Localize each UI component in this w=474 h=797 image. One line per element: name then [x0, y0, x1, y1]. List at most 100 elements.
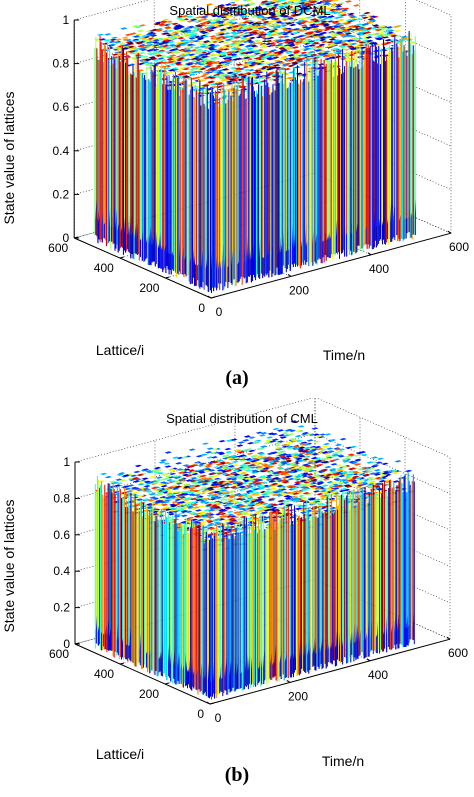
surface-cell: [290, 420, 298, 423]
surface-cell: [226, 476, 234, 479]
surface-cell: [212, 485, 220, 489]
surface-strip: [255, 96, 257, 281]
surface-cell: [276, 494, 284, 497]
surface-cell: [206, 46, 214, 50]
surface-cell: [219, 53, 227, 56]
surface-cell: [259, 490, 267, 494]
surface-cell: [129, 32, 137, 35]
surface-cell: [180, 30, 188, 33]
surface-cell: [338, 29, 346, 32]
surface-cell: [233, 473, 241, 476]
surface-cell: [169, 480, 178, 483]
surface-cell: [321, 59, 329, 63]
surface-cell: [281, 432, 289, 435]
surface-cell: [133, 52, 141, 55]
surface-strip: [112, 63, 114, 245]
surface-cell: [146, 41, 154, 44]
surface-cell: [315, 45, 323, 48]
surface-cell: [155, 51, 163, 54]
surface-cell: [283, 28, 291, 32]
surface-cell: [204, 55, 212, 59]
surface-cell: [167, 70, 175, 74]
surface-cell: [98, 38, 107, 41]
surface-strip: [199, 521, 201, 693]
surface-cell: [158, 65, 166, 68]
surface-cell: [207, 49, 215, 53]
surface-strip: [346, 627, 348, 664]
surface-strip: [371, 487, 373, 651]
surface-cell: [289, 18, 297, 21]
surface-strip: [400, 474, 402, 645]
surface-cell: [344, 55, 352, 58]
surface-strip: [180, 526, 182, 684]
surface-cell: [243, 501, 251, 505]
surface-cell: [203, 508, 211, 512]
surface-strip: [206, 265, 208, 287]
surface-cell: [198, 511, 206, 514]
surface-strip: [374, 487, 376, 652]
surface-cell: [249, 466, 257, 469]
surface-cell: [293, 0, 301, 2]
surface-cell: [306, 56, 314, 59]
surface-cell: [176, 58, 184, 62]
surface-cell: [201, 63, 210, 66]
surface-cell: [228, 480, 236, 484]
surface-cell: [146, 504, 155, 507]
surface-cell: [200, 477, 208, 480]
surface-cell: [217, 61, 225, 65]
surface-strip: [251, 526, 252, 685]
surface-cell: [226, 71, 234, 75]
surface-strip: [364, 635, 366, 658]
surface-cell: [328, 459, 336, 463]
surface-cell: [273, 17, 281, 21]
surface-cell: [262, 62, 271, 65]
surface-cell: [271, 482, 279, 486]
surface-cell: [178, 496, 187, 499]
surface-cell: [285, 441, 294, 444]
surface-cell: [353, 463, 361, 466]
surface-cell: [262, 50, 270, 54]
surface-cell: [138, 47, 146, 50]
surface-strip: [266, 528, 268, 685]
surface-cell: [300, 475, 308, 478]
surface-strip: [399, 215, 401, 242]
surface-strip: [406, 613, 408, 646]
surface-cell: [167, 60, 175, 64]
surface-strip: [357, 631, 359, 660]
surface-cell: [174, 24, 182, 27]
surface-strip: [412, 45, 414, 235]
surface-cell: [245, 512, 254, 516]
surface-strip: [363, 55, 365, 247]
surface-strip: [341, 494, 343, 662]
surface-cell: [297, 448, 305, 451]
surface-cell: [224, 59, 232, 62]
surface-cell: [233, 456, 241, 460]
surface-strip: [174, 519, 176, 684]
surface-cell: [267, 432, 275, 435]
surface-cell: [220, 509, 228, 512]
surface-cell: [291, 474, 299, 477]
surface-cell: [216, 21, 224, 24]
surface-cell: [267, 505, 275, 508]
surface-strip: [243, 516, 245, 690]
surface-cell: [188, 73, 196, 76]
surface-strip: [125, 506, 127, 660]
surface-cell: [217, 72, 225, 75]
surface-cell: [134, 54, 142, 57]
surface-strip: [178, 76, 180, 275]
surface-strip: [232, 533, 234, 688]
surface-strip: [197, 86, 199, 281]
surface-cell: [177, 73, 185, 76]
surface-cell: [300, 496, 308, 500]
surface-cell: [147, 64, 155, 67]
surface-cell: [324, 26, 332, 30]
surface-strip: [215, 90, 217, 288]
surface-cell: [287, 54, 295, 57]
surface-strip: [177, 77, 179, 274]
surface-cell: [335, 464, 343, 467]
surface-strip: [392, 50, 394, 239]
surface-cell: [141, 55, 149, 58]
surface-cell: [186, 15, 194, 18]
surface-strip: [286, 227, 288, 270]
